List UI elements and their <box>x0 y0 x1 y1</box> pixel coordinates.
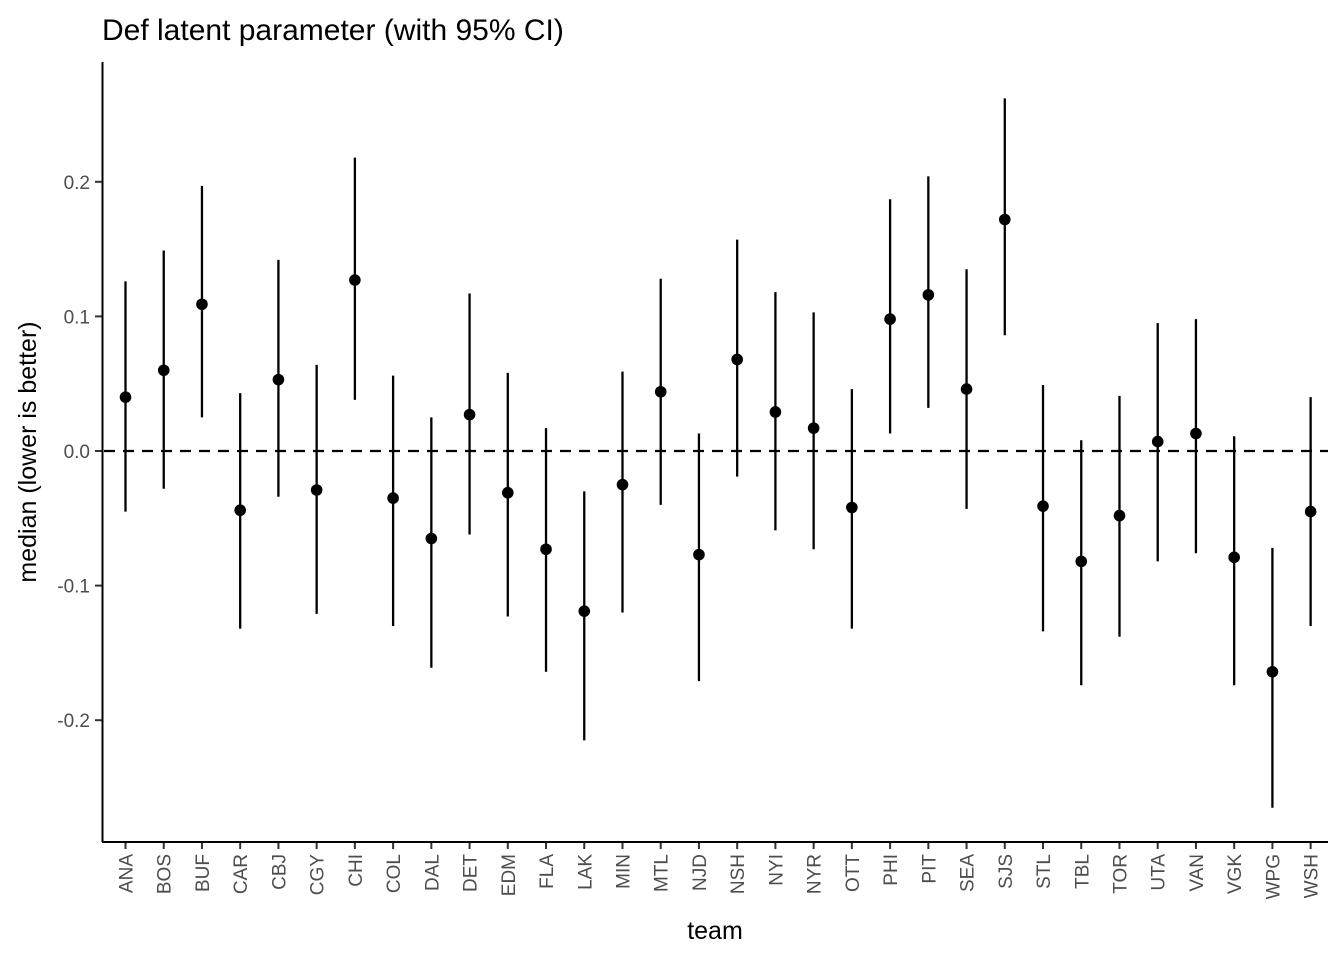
x-tick-label: SJS <box>996 854 1017 889</box>
x-tick-label: NSH <box>728 854 749 894</box>
x-tick-label: LAK <box>575 854 596 890</box>
x-tick-label: EDM <box>499 854 520 896</box>
median-point-njd <box>693 548 705 561</box>
x-tick-label: BOS <box>155 854 176 894</box>
median-point-tbl <box>1075 555 1088 568</box>
y-axis-title: median (lower is better) <box>14 321 42 582</box>
x-axis-ticks: ANA BOS BUF CAR CBJ CGY CHI COL DAL DET EDM FLA LAK M… <box>117 842 1323 899</box>
median-point-van <box>1190 427 1202 440</box>
data-marks <box>119 98 1317 808</box>
median-point-phi <box>884 313 896 325</box>
y-tick-label: 0.1 <box>64 307 90 328</box>
median-point-edm <box>502 486 514 499</box>
chart-title: Def latent parameter (with 95% CI) <box>102 14 564 47</box>
y-tick-label: 0.2 <box>64 173 90 194</box>
median-point-bos <box>157 364 170 377</box>
y-tick-label: -0.2 <box>57 711 90 732</box>
median-point-mtl <box>654 385 667 398</box>
median-point-wsh <box>1304 505 1317 518</box>
median-point-cgy <box>310 484 323 496</box>
median-point-car <box>234 504 246 517</box>
x-tick-label: MIN <box>613 854 634 889</box>
median-point-cbj <box>272 373 285 386</box>
x-tick-label: WSH <box>1302 854 1323 898</box>
median-point-vgk <box>1228 551 1240 564</box>
x-tick-label: BUF <box>193 854 214 892</box>
x-tick-label: PHI <box>881 854 902 886</box>
median-point-nyr <box>807 422 820 434</box>
median-point-fla <box>540 543 552 556</box>
x-tick-label: PIT <box>919 854 940 884</box>
median-point-ott <box>846 501 858 514</box>
median-point-min <box>616 478 629 491</box>
x-tick-label: TOR <box>1110 854 1131 894</box>
median-point-sea <box>960 383 973 395</box>
median-point-col <box>387 492 399 504</box>
median-point-dal <box>425 532 438 545</box>
median-point-chi <box>349 274 361 286</box>
x-tick-label: SEA <box>958 854 979 892</box>
x-tick-label: VAN <box>1187 854 1208 892</box>
x-tick-label: NYI <box>766 854 787 886</box>
x-axis-title: team <box>687 917 743 945</box>
x-tick-label: STL <box>1034 854 1055 889</box>
x-tick-label: VGK <box>1225 854 1246 894</box>
y-tick-label: 0.0 <box>64 442 90 463</box>
x-tick-label: COL <box>384 854 405 893</box>
median-point-nyi <box>769 406 782 418</box>
x-tick-label: TBL <box>1072 854 1093 889</box>
median-point-sjs <box>998 213 1011 226</box>
median-point-nsh <box>731 353 743 366</box>
x-tick-label: CHI <box>346 854 367 887</box>
median-point-wpg <box>1266 665 1279 678</box>
x-tick-label: CBJ <box>269 854 290 890</box>
y-axis-ticks: 0.2 0.1 0.0 -0.1 -0.2 <box>57 173 102 732</box>
median-point-ana <box>119 391 132 403</box>
x-tick-label: DAL <box>422 854 443 891</box>
median-point-det <box>463 408 476 421</box>
x-tick-label: WPG <box>1263 854 1284 899</box>
x-tick-label: MTL <box>652 854 673 892</box>
x-tick-label: CAR <box>231 854 252 894</box>
median-point-uta <box>1151 435 1164 448</box>
x-tick-label: OTT <box>843 854 864 892</box>
x-tick-label: ANA <box>117 854 138 893</box>
median-point-stl <box>1037 500 1049 512</box>
x-tick-label: DET <box>461 854 482 892</box>
x-tick-label: UTA <box>1149 854 1170 891</box>
x-tick-label: CGY <box>308 854 329 896</box>
x-tick-label: NJD <box>690 854 711 891</box>
y-tick-label: -0.1 <box>57 577 90 598</box>
median-point-pit <box>922 289 935 301</box>
x-tick-label: NYR <box>805 854 826 894</box>
median-point-buf <box>196 298 208 311</box>
median-point-lak <box>578 605 591 617</box>
median-point-tor <box>1113 509 1126 522</box>
x-tick-label: FLA <box>537 854 558 889</box>
